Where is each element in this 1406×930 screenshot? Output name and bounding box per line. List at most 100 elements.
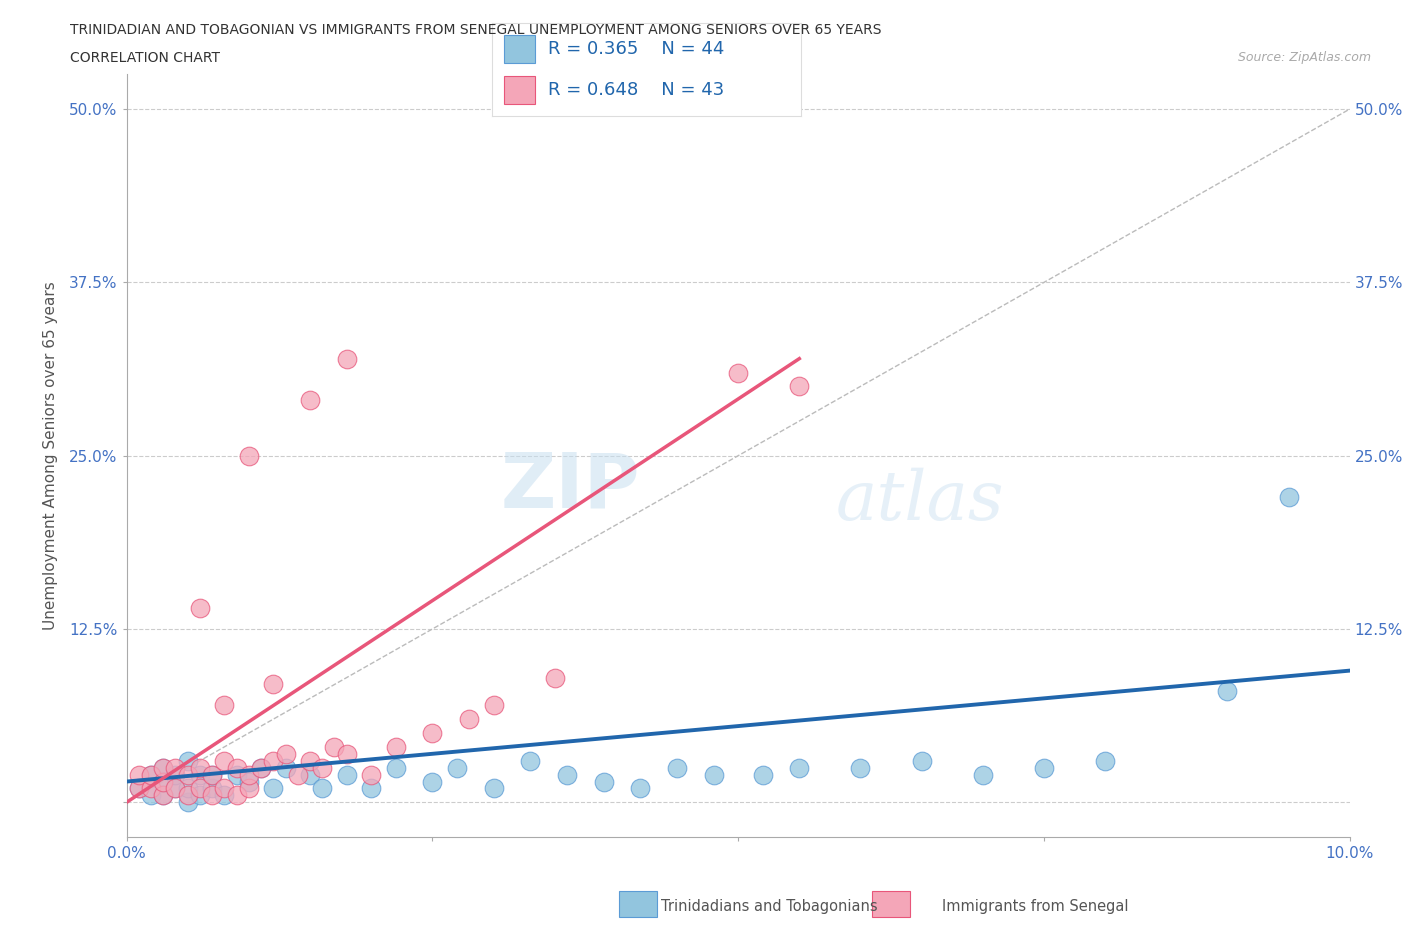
Point [214, 698, 236, 712]
Point [336, 352, 359, 366]
Point [188, 601, 211, 616]
Point [789, 760, 811, 775]
Point [139, 781, 162, 796]
Point [422, 725, 444, 740]
Point [287, 767, 309, 782]
FancyBboxPatch shape [505, 76, 536, 104]
Point [152, 788, 174, 803]
Y-axis label: Unemployment Among Seniors over 65 years: Unemployment Among Seniors over 65 years [44, 282, 58, 631]
Point [201, 767, 224, 782]
Point [262, 753, 284, 768]
Point [177, 753, 200, 768]
Text: Immigrants from Senegal: Immigrants from Senegal [942, 899, 1129, 914]
Point [323, 739, 346, 754]
Point [666, 760, 689, 775]
Point [250, 760, 273, 775]
Point [1033, 760, 1056, 775]
Point [152, 788, 174, 803]
Point [299, 392, 322, 407]
Point [555, 767, 578, 782]
Point [139, 788, 162, 803]
Point [360, 781, 382, 796]
Text: R = 0.648    N = 43: R = 0.648 N = 43 [548, 81, 724, 100]
Point [274, 747, 297, 762]
FancyBboxPatch shape [872, 891, 911, 917]
Point [177, 767, 200, 782]
Text: CORRELATION CHART: CORRELATION CHART [70, 51, 221, 65]
Point [336, 767, 359, 782]
Text: atlas: atlas [837, 468, 1004, 535]
Point [384, 760, 406, 775]
Point [201, 781, 224, 796]
Point [214, 781, 236, 796]
Point [152, 760, 174, 775]
Point [422, 774, 444, 789]
Point [250, 760, 273, 775]
Point [703, 767, 725, 782]
Point [972, 767, 994, 782]
Point [165, 781, 187, 796]
Point [225, 760, 247, 775]
Point [1094, 753, 1116, 768]
Point [165, 760, 187, 775]
Point [789, 379, 811, 393]
Point [128, 781, 150, 796]
Point [139, 767, 162, 782]
Point [299, 753, 322, 768]
Point [458, 711, 481, 726]
Point [177, 781, 200, 796]
Point [482, 698, 505, 712]
Point [188, 781, 211, 796]
Point [238, 448, 260, 463]
Point [188, 760, 211, 775]
Point [201, 767, 224, 782]
Point [128, 781, 150, 796]
FancyBboxPatch shape [619, 891, 658, 917]
Text: TRINIDADIAN AND TOBAGONIAN VS IMMIGRANTS FROM SENEGAL UNEMPLOYMENT AMONG SENIORS: TRINIDADIAN AND TOBAGONIAN VS IMMIGRANTS… [70, 23, 882, 37]
Point [727, 365, 749, 380]
Text: Trinidadians and Tobagonians: Trinidadians and Tobagonians [661, 899, 877, 914]
Text: Source: ZipAtlas.com: Source: ZipAtlas.com [1237, 51, 1371, 64]
Point [165, 781, 187, 796]
Point [360, 767, 382, 782]
Point [336, 747, 359, 762]
Point [177, 795, 200, 810]
Point [751, 767, 773, 782]
Point [128, 767, 150, 782]
Point [299, 767, 322, 782]
Point [188, 767, 211, 782]
Point [225, 767, 247, 782]
Point [152, 774, 174, 789]
Point [238, 781, 260, 796]
Point [384, 739, 406, 754]
Point [225, 788, 247, 803]
Point [188, 788, 211, 803]
Point [628, 781, 651, 796]
Point [139, 767, 162, 782]
Point [849, 760, 872, 775]
Point [262, 677, 284, 692]
Text: ZIP: ZIP [501, 449, 640, 524]
Point [482, 781, 505, 796]
Point [214, 788, 236, 803]
Point [311, 781, 333, 796]
FancyBboxPatch shape [505, 35, 536, 63]
Point [311, 760, 333, 775]
Point [446, 760, 468, 775]
Point [165, 767, 187, 782]
Point [201, 788, 224, 803]
Point [177, 788, 200, 803]
Point [592, 774, 614, 789]
Point [911, 753, 934, 768]
Point [262, 781, 284, 796]
Point [1216, 684, 1239, 698]
Point [152, 760, 174, 775]
Point [152, 774, 174, 789]
Point [274, 760, 297, 775]
Point [238, 767, 260, 782]
Point [214, 753, 236, 768]
Text: R = 0.365    N = 44: R = 0.365 N = 44 [548, 40, 724, 59]
Point [519, 753, 541, 768]
Point [544, 671, 567, 685]
Point [1278, 490, 1301, 505]
